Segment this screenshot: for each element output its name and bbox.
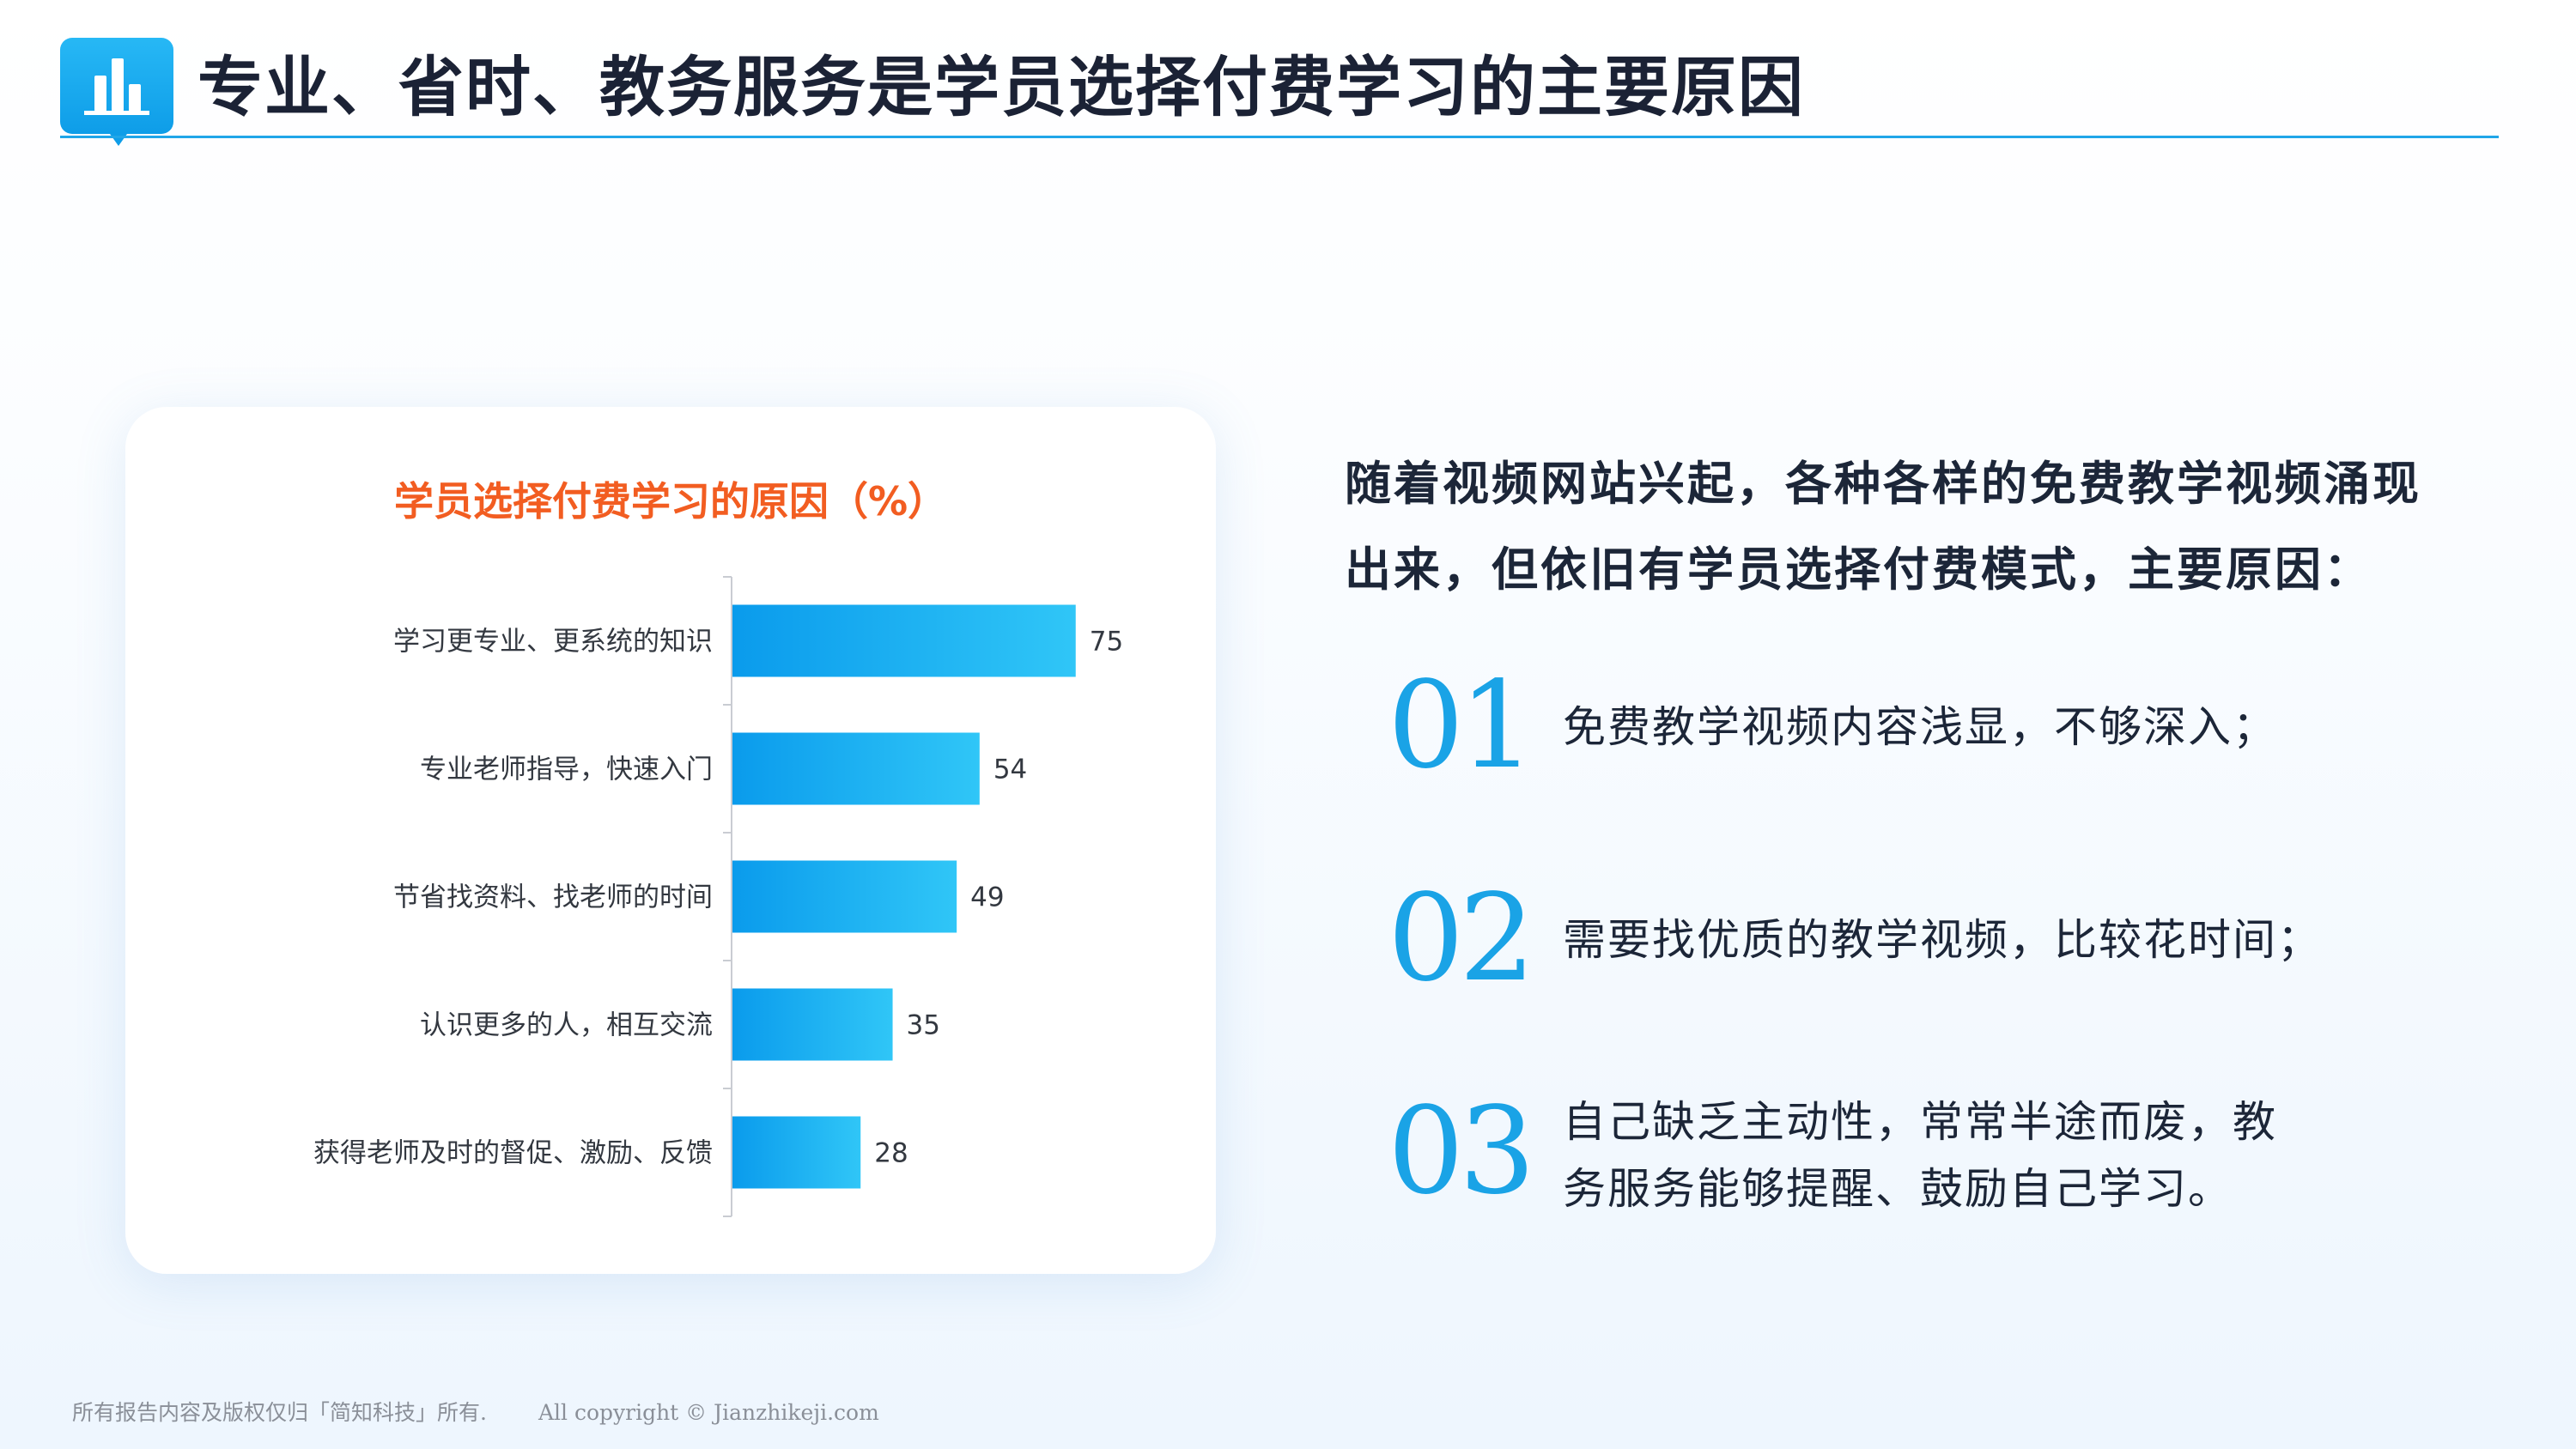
intro-text: 随着视频网站兴起，各种各样的免费教学视频涌现出来，但依旧有学员选择付费模式，主要… xyxy=(1345,457,2421,597)
data-label: 49 xyxy=(970,882,1004,913)
reason-text: 免费教学视频内容浅显，不够深入； xyxy=(1563,702,2277,752)
category-label: 获得老师及时的督促、激励、反馈 xyxy=(313,1138,713,1169)
reason-text: 自己缺乏主动性，常常半途而废，教务服务能够提醒、鼓励自己学习。 xyxy=(1563,1097,2277,1214)
bar xyxy=(732,860,957,933)
page-title: 专业、省时、教务服务是学员选择付费学习的主要原因 xyxy=(197,49,1805,125)
bar xyxy=(732,1116,861,1189)
copyright-en: All copyright © Jianzhikeji.com xyxy=(538,1400,879,1425)
reason-number: 03 xyxy=(1388,1082,1535,1222)
reason-item-01: 01 免费教学视频内容浅显，不够深入； xyxy=(1388,666,2504,838)
bar xyxy=(732,732,980,805)
chart-card xyxy=(125,407,1216,1274)
copyright-cn: 所有报告内容及版权仅归「简知科技」所有. xyxy=(72,1400,487,1425)
data-label: 75 xyxy=(1090,627,1123,658)
reason-item-03: 03 自己缺乏主动性，常常半途而废，教务服务能够提醒、鼓励自己学习。 xyxy=(1388,1092,2504,1264)
bar xyxy=(732,988,893,1061)
category-label: 节省找资料、找老师的时间 xyxy=(393,882,713,913)
data-label: 35 xyxy=(907,1010,940,1041)
reason-number: 02 xyxy=(1388,869,1535,1009)
reason-number: 01 xyxy=(1388,656,1535,796)
chart-title: 学员选择付费学习的原因（%） xyxy=(393,478,948,524)
reason-text: 需要找优质的教学视频，比较花时间； xyxy=(1563,915,2322,965)
category-label: 认识更多的人，相互交流 xyxy=(420,1010,713,1041)
report-logo-icon xyxy=(60,38,173,146)
data-label: 54 xyxy=(993,755,1027,785)
bar-chart: 学习更专业、更系统的知识 75 专业老师指导，快速入门 54 节省找资料、找老师的时间 4… xyxy=(313,576,1123,1217)
footer-copyright: 所有报告内容及版权仅归「简知科技」所有. All copyright © Jian… xyxy=(72,1396,879,1427)
category-label: 学习更专业、更系统的知识 xyxy=(393,627,713,658)
bar xyxy=(732,604,1076,677)
category-label: 专业老师指导，快速入门 xyxy=(420,755,713,785)
reason-item-02: 02 需要找优质的教学视频，比较花时间； xyxy=(1388,879,2504,1051)
data-label: 28 xyxy=(874,1138,908,1169)
title-divider xyxy=(60,136,2499,138)
